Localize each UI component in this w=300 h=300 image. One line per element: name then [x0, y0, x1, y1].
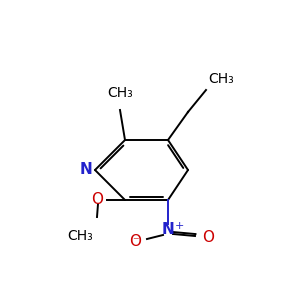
Text: CH₃: CH₃ — [67, 229, 93, 243]
Text: ⁻: ⁻ — [132, 236, 139, 248]
Text: O: O — [202, 230, 214, 245]
Text: O: O — [91, 193, 103, 208]
Text: CH₃: CH₃ — [208, 72, 234, 86]
Text: N: N — [162, 223, 174, 238]
Text: CH₃: CH₃ — [107, 86, 133, 100]
Text: +: + — [175, 221, 184, 231]
Text: N: N — [79, 163, 92, 178]
Text: O: O — [129, 235, 141, 250]
